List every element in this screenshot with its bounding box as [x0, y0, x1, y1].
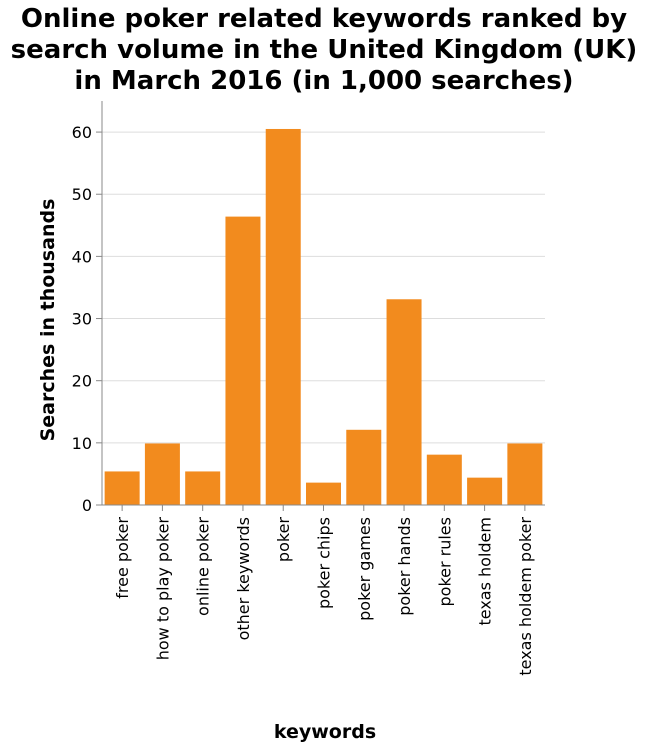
- chart-title-line-1: Online poker related keywords ranked by: [20, 4, 628, 34]
- bar: [185, 471, 221, 505]
- x-tick-label: free poker: [113, 517, 132, 599]
- x-tick-label: poker: [274, 517, 293, 562]
- bar: [467, 477, 503, 505]
- x-tick-label: poker games: [355, 517, 374, 621]
- x-tick-label: texas holdem: [476, 517, 495, 626]
- y-axis-ticks: 0 10 20 30 40 50 60: [72, 123, 102, 515]
- chart-title: Online poker related keywords ranked by …: [0, 4, 648, 97]
- x-axis-ticks: free poker how to play poker online poker o…: [113, 505, 535, 676]
- bar: [144, 443, 180, 505]
- x-tick-label: how to play poker: [153, 517, 172, 661]
- x-axis-title: keywords: [274, 721, 376, 743]
- bar: [306, 482, 341, 505]
- bar: [386, 299, 422, 505]
- bar: [104, 471, 140, 505]
- bar: [426, 454, 462, 505]
- y-tick-label: 0: [82, 496, 92, 515]
- y-tick-label: 60: [72, 123, 92, 142]
- x-tick-label: poker rules: [435, 517, 454, 607]
- bars: [104, 128, 543, 506]
- chart-title-line-3: in March 2016 (in 1,000 searches): [74, 66, 574, 96]
- bar: [346, 429, 382, 505]
- x-tick-label: poker chips: [315, 517, 334, 609]
- x-tick-label: poker hands: [395, 517, 414, 616]
- chart-title-line-2: search volume in the United Kingdom (UK): [10, 35, 638, 65]
- y-tick-label: 10: [72, 434, 92, 453]
- x-tick-label: online poker: [194, 517, 213, 616]
- x-tick-label: texas holdem poker: [516, 517, 535, 676]
- bar: [225, 216, 261, 506]
- y-axis-title: Searches in thousands: [37, 199, 59, 442]
- y-tick-label: 50: [72, 185, 92, 204]
- y-tick-label: 40: [72, 247, 92, 266]
- y-tick-label: 20: [72, 372, 92, 391]
- bar: [507, 443, 543, 505]
- x-tick-label: other keywords: [234, 517, 253, 640]
- bar: [265, 128, 301, 505]
- y-tick-label: 30: [72, 310, 92, 329]
